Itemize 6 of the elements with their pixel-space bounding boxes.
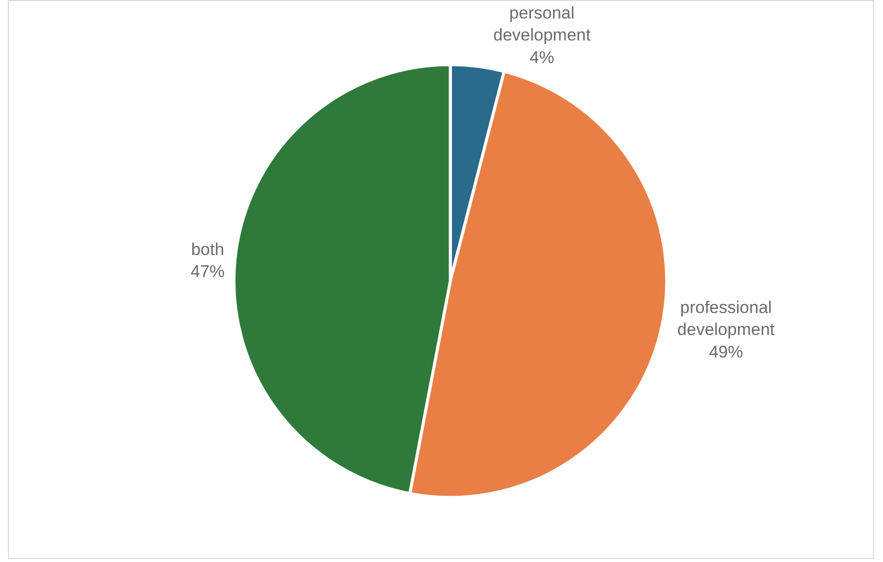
slice-label: personal development <box>493 4 591 45</box>
data-label: 49% <box>708 342 743 362</box>
data-label: 47% <box>190 262 225 282</box>
data-label: 4% <box>530 48 554 67</box>
slice-label: both <box>191 240 224 259</box>
slice-label: professional development <box>677 298 775 340</box>
